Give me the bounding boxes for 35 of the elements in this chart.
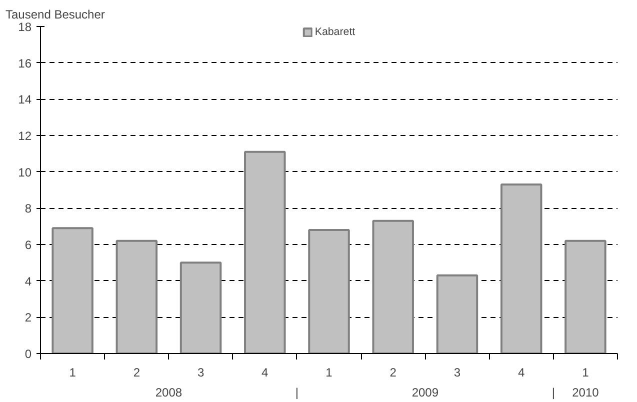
bar [308, 228, 350, 354]
y-tick-label: 10 [18, 165, 32, 180]
x-tick-label: 1 [69, 366, 76, 380]
y-tick-label: 0 [24, 347, 32, 361]
x-tick-label: 3 [454, 366, 461, 380]
text: 2009 [412, 386, 439, 400]
bar [564, 240, 606, 354]
y-axis-title: Tausend Besucher [6, 8, 105, 22]
bar [116, 240, 158, 354]
y-tick-label: 6 [24, 238, 32, 252]
x-tick-label: 4 [262, 366, 269, 380]
bar [436, 274, 478, 354]
bar [500, 184, 542, 354]
x-tick-label: 3 [197, 366, 204, 380]
x-tick-label: 2 [390, 366, 397, 380]
y-tick-label: 4 [24, 274, 32, 288]
x-tick-label: 1 [582, 366, 590, 380]
bar [180, 262, 222, 354]
bar [244, 150, 286, 354]
bar [52, 227, 94, 354]
text: 2008 [155, 386, 182, 400]
legend-label: Kabarett [314, 26, 356, 38]
y-tick-label: 14 [18, 92, 32, 107]
text: | [552, 386, 555, 400]
y-tick-label: 12 [18, 129, 32, 143]
x-tick-label: 4 [518, 366, 525, 380]
y-tick-label: 16 [18, 56, 32, 70]
y-tick-label: 2 [24, 310, 32, 325]
x-tick-label: 2 [133, 366, 140, 380]
bar [372, 220, 414, 354]
y-tick-label: 8 [24, 202, 32, 216]
text: | [295, 386, 299, 400]
x-tick-label: 1 [326, 366, 333, 380]
text: 2010 [572, 386, 600, 400]
y-tick-label: 18 [18, 20, 32, 34]
